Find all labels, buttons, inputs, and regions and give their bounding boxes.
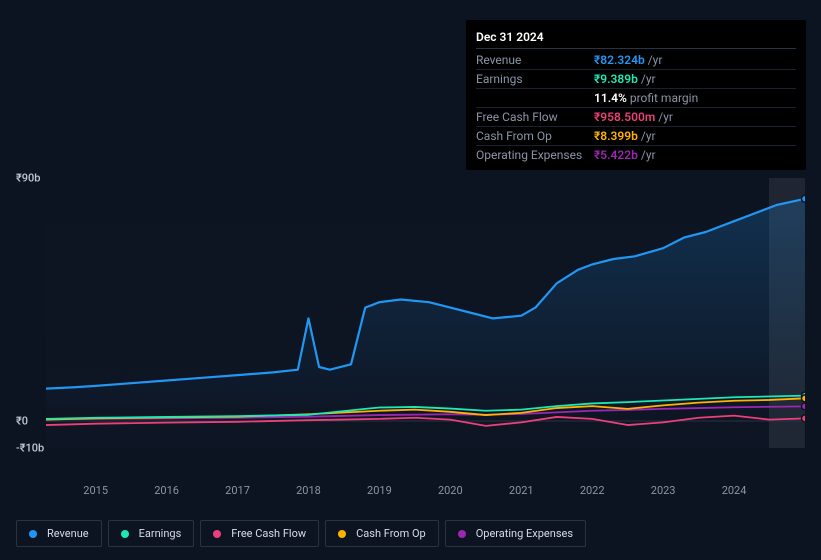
tooltip-row-value: ₹9.389b/yr — [594, 72, 656, 86]
legend-item-label: Operating Expenses — [476, 527, 573, 540]
x-axis-tick: 2018 — [296, 484, 321, 497]
x-axis-tick: 2020 — [438, 484, 463, 497]
tooltip-row-value: ₹82.324b/yr — [594, 53, 662, 67]
x-axis-tick: 2017 — [225, 484, 250, 497]
tooltip-row-label — [476, 91, 594, 105]
legend-dot-icon — [121, 530, 129, 538]
legend-item-label: Earnings — [139, 527, 182, 540]
tooltip-row-label: Revenue — [476, 53, 594, 67]
x-axis-tick: 2021 — [509, 484, 534, 497]
legend-dot-icon — [29, 530, 37, 538]
x-axis-tick: 2015 — [83, 484, 108, 497]
legend-item-label: Cash From Op — [356, 527, 426, 540]
legend-item-fcf[interactable]: Free Cash Flow — [200, 520, 319, 547]
tooltip-row-label: Cash From Op — [476, 129, 594, 143]
chart-x-axis: 2015 2016 2017 2018 2019 2020 2021 2022 2023 2024 — [46, 484, 805, 500]
tooltip-row: 11.4%profit margin — [476, 89, 796, 108]
legend-item-revenue[interactable]: Revenue — [16, 520, 102, 547]
x-axis-tick: 2022 — [580, 484, 605, 497]
x-axis-tick: 2024 — [722, 484, 747, 497]
tooltip-row-value: 11.4%profit margin — [594, 91, 698, 105]
legend-dot-icon — [338, 530, 346, 538]
legend-item-label: Revenue — [47, 527, 89, 540]
chart-plot-area[interactable] — [46, 178, 805, 448]
tooltip-row-value: ₹8.399b/yr — [594, 129, 656, 143]
legend-item-opex[interactable]: Operating Expenses — [445, 520, 586, 547]
legend-item-cfo[interactable]: Cash From Op — [325, 520, 439, 547]
tooltip-row-value: ₹958.500m/yr — [594, 110, 673, 124]
tooltip-row: Earnings₹9.389b/yr — [476, 70, 796, 89]
legend-dot-icon — [213, 530, 221, 538]
chart-legend: Revenue Earnings Free Cash Flow Cash From O… — [16, 520, 586, 547]
y-axis-tick: ₹90b — [16, 172, 40, 185]
financials-chart: ₹90b₹0-₹10b 2015201620172018201920202021… — [16, 158, 805, 493]
y-axis-tick: ₹0 — [16, 415, 28, 428]
x-axis-tick: 2023 — [651, 484, 676, 497]
legend-item-label: Free Cash Flow — [231, 527, 306, 540]
y-axis-tick: -₹10b — [16, 442, 44, 455]
tooltip-date: Dec 31 2024 — [476, 26, 796, 49]
tooltip-row: Cash From Op₹8.399b/yr — [476, 127, 796, 146]
tooltip-row: Free Cash Flow₹958.500m/yr — [476, 108, 796, 127]
tooltip-row: Revenue₹82.324b/yr — [476, 51, 796, 70]
legend-item-earnings[interactable]: Earnings — [108, 520, 195, 547]
tooltip-row-label: Earnings — [476, 72, 594, 86]
x-axis-tick: 2016 — [154, 484, 179, 497]
chart-tooltip: Dec 31 2024 Revenue₹82.324b/yrEarnings₹9… — [466, 20, 806, 170]
tooltip-row-label: Free Cash Flow — [476, 110, 594, 124]
legend-dot-icon — [458, 530, 466, 538]
x-axis-tick: 2019 — [367, 484, 392, 497]
